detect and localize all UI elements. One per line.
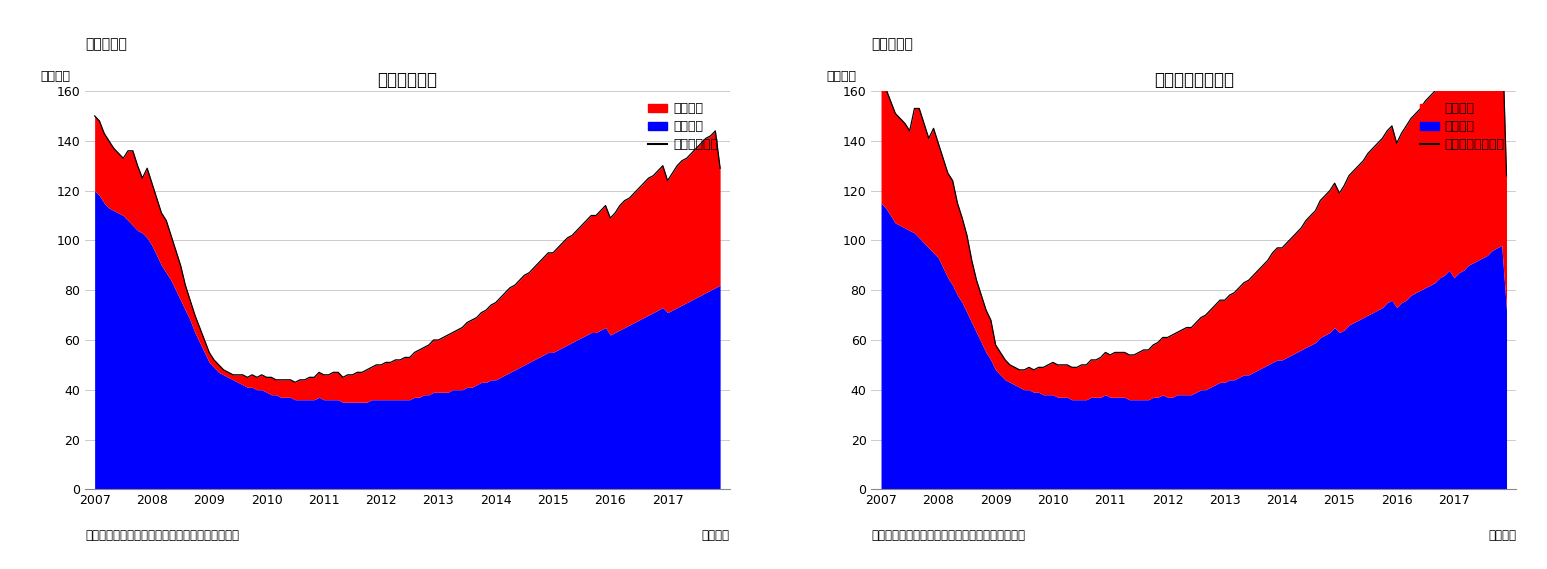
Legend: 集合住宅, 一戸建て, 住宅着工件数: 集合住宅, 一戸建て, 住宅着工件数 [644, 97, 724, 156]
Text: （資料）センサス局よりニッセイ基礎研究所作成: （資料）センサス局よりニッセイ基礎研究所作成 [85, 529, 240, 542]
Text: （万件）: （万件） [826, 70, 857, 83]
Text: （月次）: （月次） [702, 529, 730, 542]
Text: （図表２）: （図表２） [871, 37, 913, 51]
Title: 住宅着工許可件数: 住宅着工許可件数 [1154, 72, 1235, 89]
Text: （資料）センサス局よりニッセイ基礎研究所作成: （資料）センサス局よりニッセイ基礎研究所作成 [871, 529, 1026, 542]
Legend: 集合住宅, 一戸建て, 住宅建築許可件数: 集合住宅, 一戸建て, 住宅建築許可件数 [1416, 97, 1510, 156]
Title: 住宅着工件数: 住宅着工件数 [377, 72, 438, 89]
Text: （月次）: （月次） [1488, 529, 1516, 542]
Text: （万件）: （万件） [40, 70, 70, 83]
Text: （図表１）: （図表１） [85, 37, 127, 51]
